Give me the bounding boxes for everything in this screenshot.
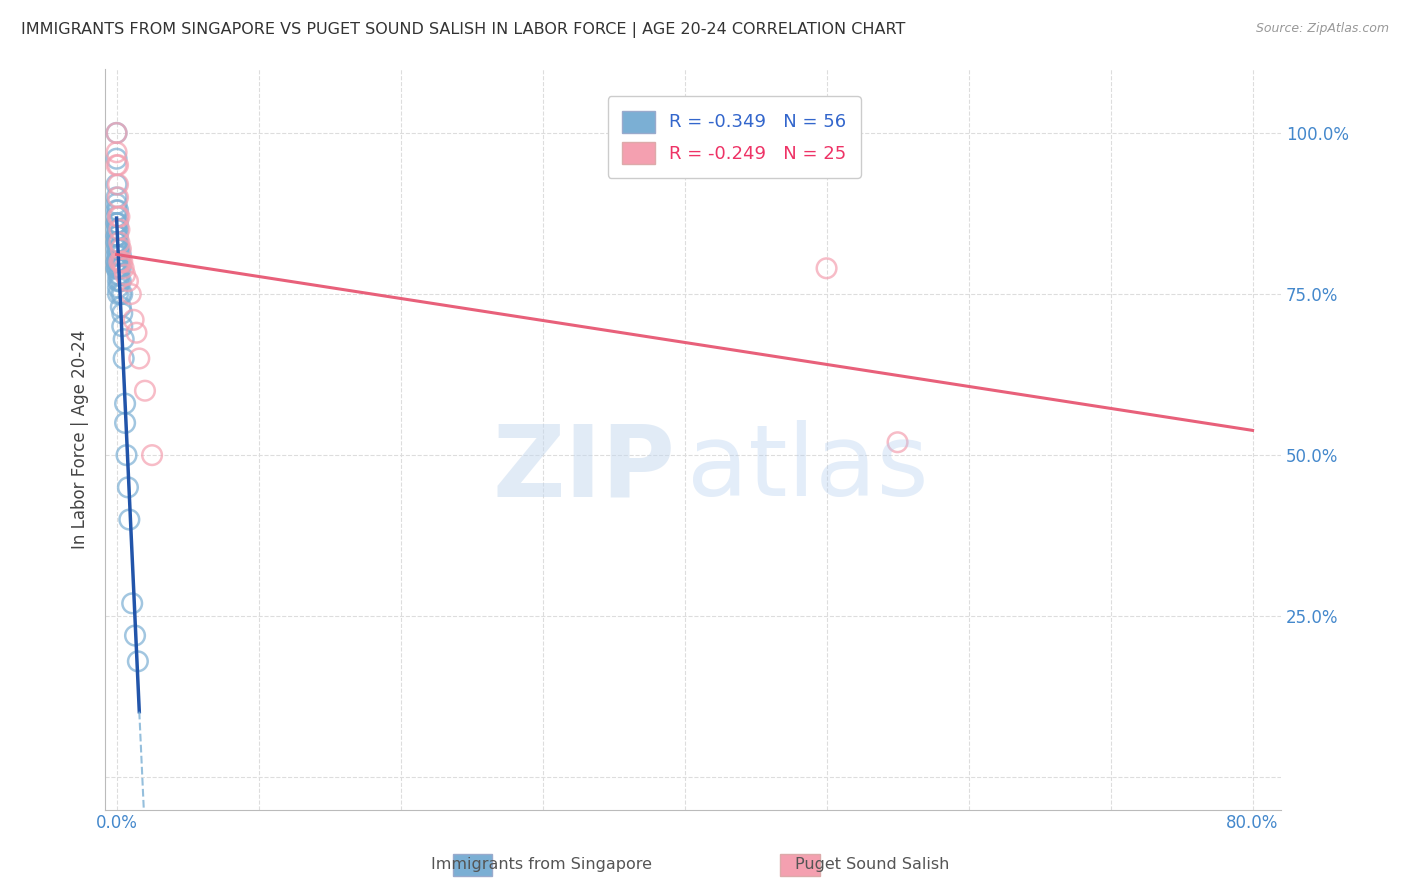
Point — [108, 274, 131, 288]
Point — [105, 178, 128, 192]
Point — [120, 287, 142, 301]
Point — [107, 280, 129, 294]
Point — [110, 274, 132, 288]
Text: IMMIGRANTS FROM SINGAPORE VS PUGET SOUND SALISH IN LABOR FORCE | AGE 20-24 CORRE: IMMIGRANTS FROM SINGAPORE VS PUGET SOUND… — [21, 22, 905, 38]
Point — [105, 197, 128, 211]
Point — [105, 255, 128, 269]
Point — [105, 126, 128, 140]
Point — [107, 210, 129, 224]
Text: atlas: atlas — [688, 420, 929, 517]
Point — [115, 448, 138, 462]
Point — [117, 274, 139, 288]
Point — [107, 235, 129, 250]
Point — [108, 210, 131, 224]
Point — [124, 629, 146, 643]
Point — [105, 216, 128, 230]
Point — [107, 158, 129, 172]
Legend: R = -0.349   N = 56, R = -0.249   N = 25: R = -0.349 N = 56, R = -0.249 N = 25 — [607, 96, 860, 178]
Text: ZIP: ZIP — [492, 420, 675, 517]
Point — [107, 203, 129, 218]
Point — [107, 190, 129, 204]
Point — [110, 287, 132, 301]
Text: Immigrants from Singapore: Immigrants from Singapore — [430, 857, 652, 872]
Point — [108, 235, 131, 250]
Point — [105, 229, 128, 244]
Point — [815, 261, 838, 276]
Point — [108, 261, 131, 276]
Point — [107, 242, 129, 256]
Point — [111, 306, 134, 320]
Point — [125, 326, 148, 340]
Point — [107, 178, 129, 192]
Point — [107, 287, 129, 301]
Point — [114, 416, 136, 430]
Point — [105, 261, 128, 276]
Point — [112, 351, 135, 366]
Point — [105, 235, 128, 250]
Point — [110, 300, 132, 314]
Point — [128, 351, 150, 366]
Point — [110, 242, 132, 256]
Point — [107, 248, 129, 262]
Point — [110, 261, 132, 276]
Point — [127, 654, 149, 668]
Point — [117, 480, 139, 494]
Point — [105, 235, 128, 250]
Point — [108, 242, 131, 256]
Point — [886, 435, 908, 450]
Point — [121, 596, 143, 610]
Point — [105, 145, 128, 160]
Point — [134, 384, 156, 398]
Point — [107, 255, 129, 269]
Point — [141, 448, 163, 462]
Point — [111, 255, 134, 269]
Point — [105, 152, 128, 166]
Point — [105, 261, 128, 276]
Point — [110, 255, 132, 269]
Point — [108, 255, 131, 269]
Text: Puget Sound Salish: Puget Sound Salish — [794, 857, 949, 872]
Point — [108, 268, 131, 282]
Point — [107, 222, 129, 236]
Point — [105, 216, 128, 230]
Point — [108, 222, 131, 236]
Point — [107, 229, 129, 244]
Point — [105, 222, 128, 236]
Point — [107, 216, 129, 230]
Point — [107, 274, 129, 288]
Text: Source: ZipAtlas.com: Source: ZipAtlas.com — [1256, 22, 1389, 36]
Point — [114, 268, 136, 282]
Point — [112, 332, 135, 346]
Point — [107, 261, 129, 276]
Point — [111, 319, 134, 334]
Point — [108, 255, 131, 269]
Point — [105, 158, 128, 172]
Point — [105, 210, 128, 224]
Point — [122, 313, 145, 327]
Point — [105, 255, 128, 269]
Point — [105, 229, 128, 244]
Point — [111, 287, 134, 301]
Point — [118, 512, 141, 526]
Y-axis label: In Labor Force | Age 20-24: In Labor Force | Age 20-24 — [72, 329, 89, 549]
Point — [107, 268, 129, 282]
Point — [105, 190, 128, 204]
Point — [105, 248, 128, 262]
Point — [110, 248, 132, 262]
Point — [105, 242, 128, 256]
Point — [114, 396, 136, 410]
Point — [105, 126, 128, 140]
Point — [112, 261, 135, 276]
Point — [105, 203, 128, 218]
